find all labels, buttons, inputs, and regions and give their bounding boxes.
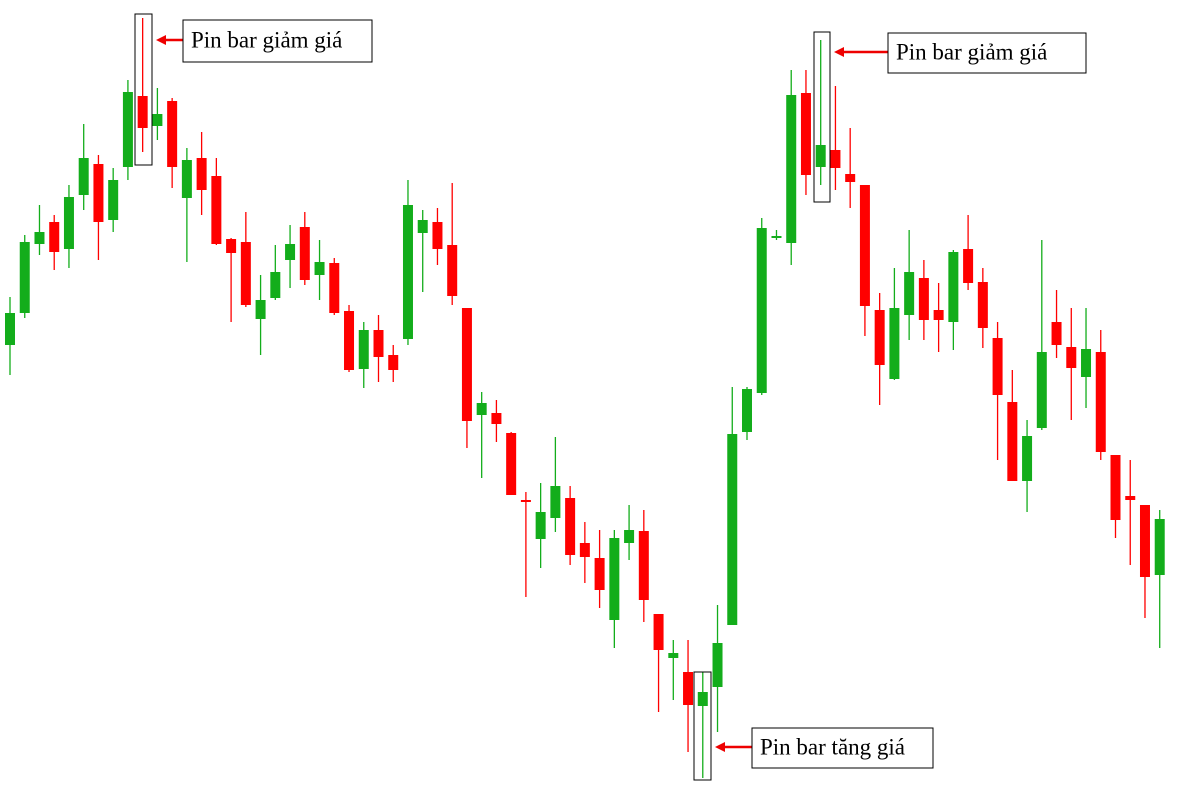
candle-body [1095,352,1106,452]
candle-body [211,176,222,244]
candle-body [358,330,369,369]
candle-body [78,158,89,195]
candle-body [977,282,988,328]
label-box [887,32,1087,74]
annotation-label: Pin bar giảm giá [896,39,1047,64]
candle-body [992,338,1003,395]
candle-body [712,643,723,687]
candle-body [447,245,458,296]
candle-body [1125,496,1136,500]
candle-body [1036,352,1047,428]
label-box [751,727,934,769]
candle-body [314,262,325,275]
candle-body [520,500,531,502]
candle-body [889,308,900,379]
candle-body [388,355,399,370]
candle-body [93,164,104,222]
candle-body [742,389,752,432]
candle-body [683,672,694,705]
candle-body [285,244,296,260]
candle-body [845,174,856,182]
candle-body [476,403,487,415]
candle-body [108,180,119,220]
candle-body [196,158,207,190]
candle-body [786,95,797,243]
candle-body [373,330,384,357]
candle-body [1022,436,1033,481]
candle-body [255,300,266,319]
candle-body [859,185,870,306]
candle-body [1066,347,1077,368]
candle-body [565,498,576,555]
candle-body [49,222,60,252]
candle-body [152,114,163,126]
annotation-label: Pin bar tăng giá [760,734,905,759]
candle-body [933,310,944,320]
candle-body [668,653,679,658]
candle-body [344,311,355,370]
candle-body [963,249,974,283]
arrow-head [156,35,166,45]
candle-body [609,538,620,620]
arrow-head [834,47,844,57]
candle-body [638,531,649,600]
candle-body [432,222,443,249]
candle-body [948,252,959,322]
highlight-box [134,13,153,166]
candle-body [756,228,767,393]
candle-body [594,558,605,590]
candle-body [167,101,178,167]
candle-body [402,205,413,339]
candle-body [624,530,635,543]
annotations: Pin bar giảm giá Pin bar giảm giá Pin bar … [134,13,1087,781]
candle-body [226,239,237,253]
candle-body [491,413,502,424]
candle-body [535,512,546,539]
highlight-box [813,31,831,203]
candle-body [727,434,738,625]
candle-body [874,310,885,365]
candle-body [550,486,561,518]
candle-body [19,242,30,313]
candle-body [506,433,517,495]
candle-body [122,92,133,167]
candle-body [697,692,708,706]
candle-body [34,232,45,244]
candle-body [815,145,826,167]
arrow-head [715,742,725,752]
candle-body [1110,455,1121,520]
candle-body [918,278,929,320]
candle-body [137,96,148,128]
candle-body [181,160,192,198]
highlight-box [693,671,712,781]
candle-body [299,227,310,280]
candle-body [771,236,782,238]
candle-body [1081,349,1092,377]
candle-body [329,263,340,313]
candle-body [1139,505,1150,577]
candle-body [800,93,811,175]
candle-body [653,614,664,650]
candle-body [461,308,472,421]
label-box [182,19,373,63]
candle-body [240,242,251,305]
candles [5,18,1165,778]
candle-body [270,272,281,298]
candle-body [417,220,428,233]
candle-body [1051,322,1062,345]
candle-body [1154,519,1165,575]
annotation-label: Pin bar giảm giá [191,27,342,52]
candle-body [63,197,74,249]
candle-body [1007,402,1018,481]
candle-body [579,543,590,557]
candle-body [5,313,15,345]
candle-body [904,272,915,315]
candle-body [830,150,841,168]
